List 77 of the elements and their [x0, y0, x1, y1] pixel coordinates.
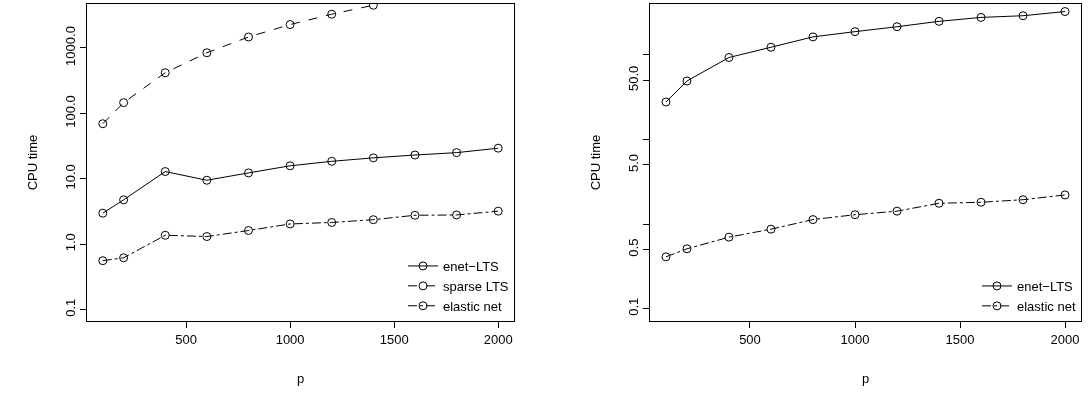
point	[243, 32, 253, 42]
point	[850, 210, 860, 220]
y-tick-label: 100.0	[62, 95, 78, 128]
point	[892, 206, 902, 216]
y-tick-label: 0.1	[62, 298, 78, 317]
point	[202, 232, 212, 242]
legend-label: enet−LTS	[1017, 279, 1074, 295]
point	[285, 219, 295, 229]
point	[976, 197, 986, 207]
y-axis-title: CPU time	[24, 134, 40, 191]
point	[285, 20, 295, 30]
point	[1018, 195, 1028, 205]
x-tick-label: 2000	[483, 331, 513, 347]
point	[724, 232, 734, 242]
point	[368, 153, 378, 163]
point	[98, 208, 108, 218]
point	[160, 68, 170, 78]
point	[1060, 7, 1070, 17]
point	[934, 198, 944, 208]
point	[1018, 11, 1028, 21]
x-tick-label: 500	[175, 331, 197, 347]
point	[682, 76, 692, 86]
point	[661, 97, 671, 107]
point	[808, 215, 818, 225]
point	[119, 253, 129, 263]
point	[160, 230, 170, 240]
point	[285, 161, 295, 171]
y-tick-label: 5.0	[625, 153, 641, 173]
point	[98, 119, 108, 129]
legend-label: elastic net	[1017, 298, 1076, 314]
y-tick-label: 50.0	[625, 65, 641, 92]
y-axis-title: CPU time	[587, 134, 603, 191]
y-tick-label: 0.1	[625, 297, 641, 316]
x-axis-title: p	[861, 371, 870, 387]
x-tick-label: 1000	[840, 331, 870, 347]
legend-label: enet−LTS	[443, 259, 500, 275]
point	[808, 32, 818, 42]
legend-label: sparse LTS	[443, 278, 509, 294]
y-tick-label: 1000.0	[62, 26, 78, 66]
x-tick-label: 1000	[275, 331, 305, 347]
point	[98, 256, 108, 266]
point	[327, 9, 337, 19]
point	[766, 42, 776, 52]
x-tick-label: 1500	[945, 331, 975, 347]
point	[493, 206, 503, 216]
point	[452, 148, 462, 158]
point	[1060, 190, 1070, 200]
point	[976, 12, 986, 22]
point	[661, 252, 671, 262]
point	[160, 167, 170, 177]
x-tick-label: 2000	[1050, 331, 1080, 347]
point	[892, 22, 902, 32]
point	[202, 48, 212, 58]
point	[766, 224, 776, 234]
point	[724, 53, 734, 63]
point	[202, 175, 212, 185]
point	[493, 143, 503, 153]
point	[119, 195, 129, 205]
point	[682, 244, 692, 254]
point	[243, 226, 253, 235]
point	[410, 210, 420, 220]
point	[410, 150, 420, 160]
y-tick-label: 0.5	[625, 238, 641, 257]
point	[934, 16, 944, 26]
point	[368, 215, 378, 225]
point	[850, 27, 860, 37]
y-tick-label: 1.0	[62, 233, 78, 252]
x-tick-label: 500	[739, 331, 761, 347]
point	[327, 156, 337, 166]
y-tick-label: 10.0	[62, 164, 78, 190]
legend-label: elastic net	[443, 298, 502, 314]
point	[327, 217, 337, 227]
point	[452, 210, 462, 220]
x-axis-title: p	[296, 371, 305, 387]
x-tick-label: 1500	[379, 331, 409, 347]
point	[119, 98, 129, 108]
point	[243, 168, 253, 178]
